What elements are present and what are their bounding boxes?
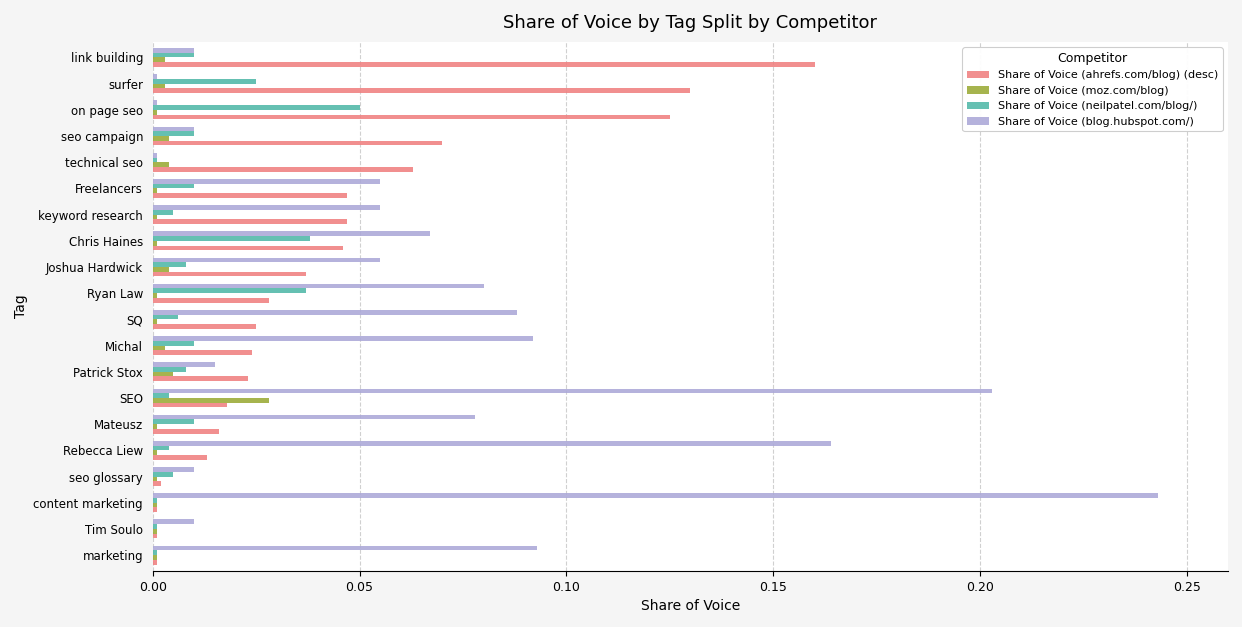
Bar [153, 503, 156, 507]
Bar [153, 493, 1158, 498]
Bar [153, 131, 194, 136]
Bar [153, 345, 165, 350]
Bar [153, 389, 992, 393]
Bar [153, 362, 215, 367]
Bar [153, 110, 156, 115]
Bar [153, 267, 169, 271]
Bar [153, 262, 186, 267]
Bar [153, 157, 156, 162]
Bar [153, 310, 517, 315]
Bar [153, 288, 306, 293]
Bar [153, 555, 156, 560]
Bar [153, 58, 165, 62]
Bar [153, 100, 156, 105]
Bar [153, 219, 348, 224]
Bar [153, 367, 186, 372]
Bar [153, 231, 430, 236]
Bar [153, 446, 169, 450]
Bar [153, 127, 194, 131]
Bar [153, 88, 691, 93]
Bar [153, 424, 156, 429]
Bar [153, 450, 156, 455]
Bar [153, 189, 156, 193]
Bar [153, 524, 156, 529]
Bar [153, 136, 169, 141]
Bar [153, 315, 178, 319]
Bar [153, 205, 380, 210]
Bar [153, 48, 194, 53]
Bar [153, 507, 156, 512]
Bar [153, 441, 831, 446]
Bar [153, 236, 310, 241]
Bar [153, 529, 156, 534]
Bar [153, 210, 174, 214]
Bar [153, 162, 169, 167]
Bar [153, 414, 476, 419]
Bar [153, 241, 156, 246]
Bar [153, 319, 156, 324]
Bar [153, 350, 252, 355]
Title: Share of Voice by Tag Split by Competitor: Share of Voice by Tag Split by Competito… [503, 14, 877, 32]
Bar [153, 184, 194, 189]
Bar [153, 398, 268, 403]
Bar [153, 258, 380, 262]
Bar [153, 419, 194, 424]
Bar [153, 246, 343, 250]
Bar [153, 482, 161, 486]
Bar [153, 477, 156, 482]
Bar [153, 105, 360, 110]
Bar [153, 115, 669, 119]
Bar [153, 271, 306, 277]
Bar [153, 545, 538, 551]
Bar [153, 472, 174, 477]
Bar [153, 429, 219, 434]
Bar [153, 214, 156, 219]
X-axis label: Share of Voice: Share of Voice [641, 599, 740, 613]
Bar [153, 534, 156, 539]
Bar [153, 193, 348, 198]
Bar [153, 551, 156, 555]
Y-axis label: Tag: Tag [14, 295, 27, 318]
Bar [153, 336, 533, 341]
Bar [153, 376, 248, 381]
Bar [153, 560, 156, 564]
Bar [153, 520, 194, 524]
Bar [153, 141, 442, 145]
Bar [153, 293, 156, 298]
Bar [153, 74, 156, 79]
Bar [153, 324, 256, 329]
Legend: Share of Voice (ahrefs.com/blog) (desc), Share of Voice (moz.com/blog), Share of: Share of Voice (ahrefs.com/blog) (desc),… [963, 47, 1222, 132]
Bar [153, 372, 174, 376]
Bar [153, 393, 169, 398]
Bar [153, 467, 194, 472]
Bar [153, 403, 227, 408]
Bar [153, 62, 815, 67]
Bar [153, 298, 268, 303]
Bar [153, 153, 156, 157]
Bar [153, 83, 165, 88]
Bar [153, 284, 483, 288]
Bar [153, 167, 414, 172]
Bar [153, 179, 380, 184]
Bar [153, 341, 194, 345]
Bar [153, 455, 206, 460]
Bar [153, 79, 256, 83]
Bar [153, 498, 156, 503]
Bar [153, 53, 194, 58]
